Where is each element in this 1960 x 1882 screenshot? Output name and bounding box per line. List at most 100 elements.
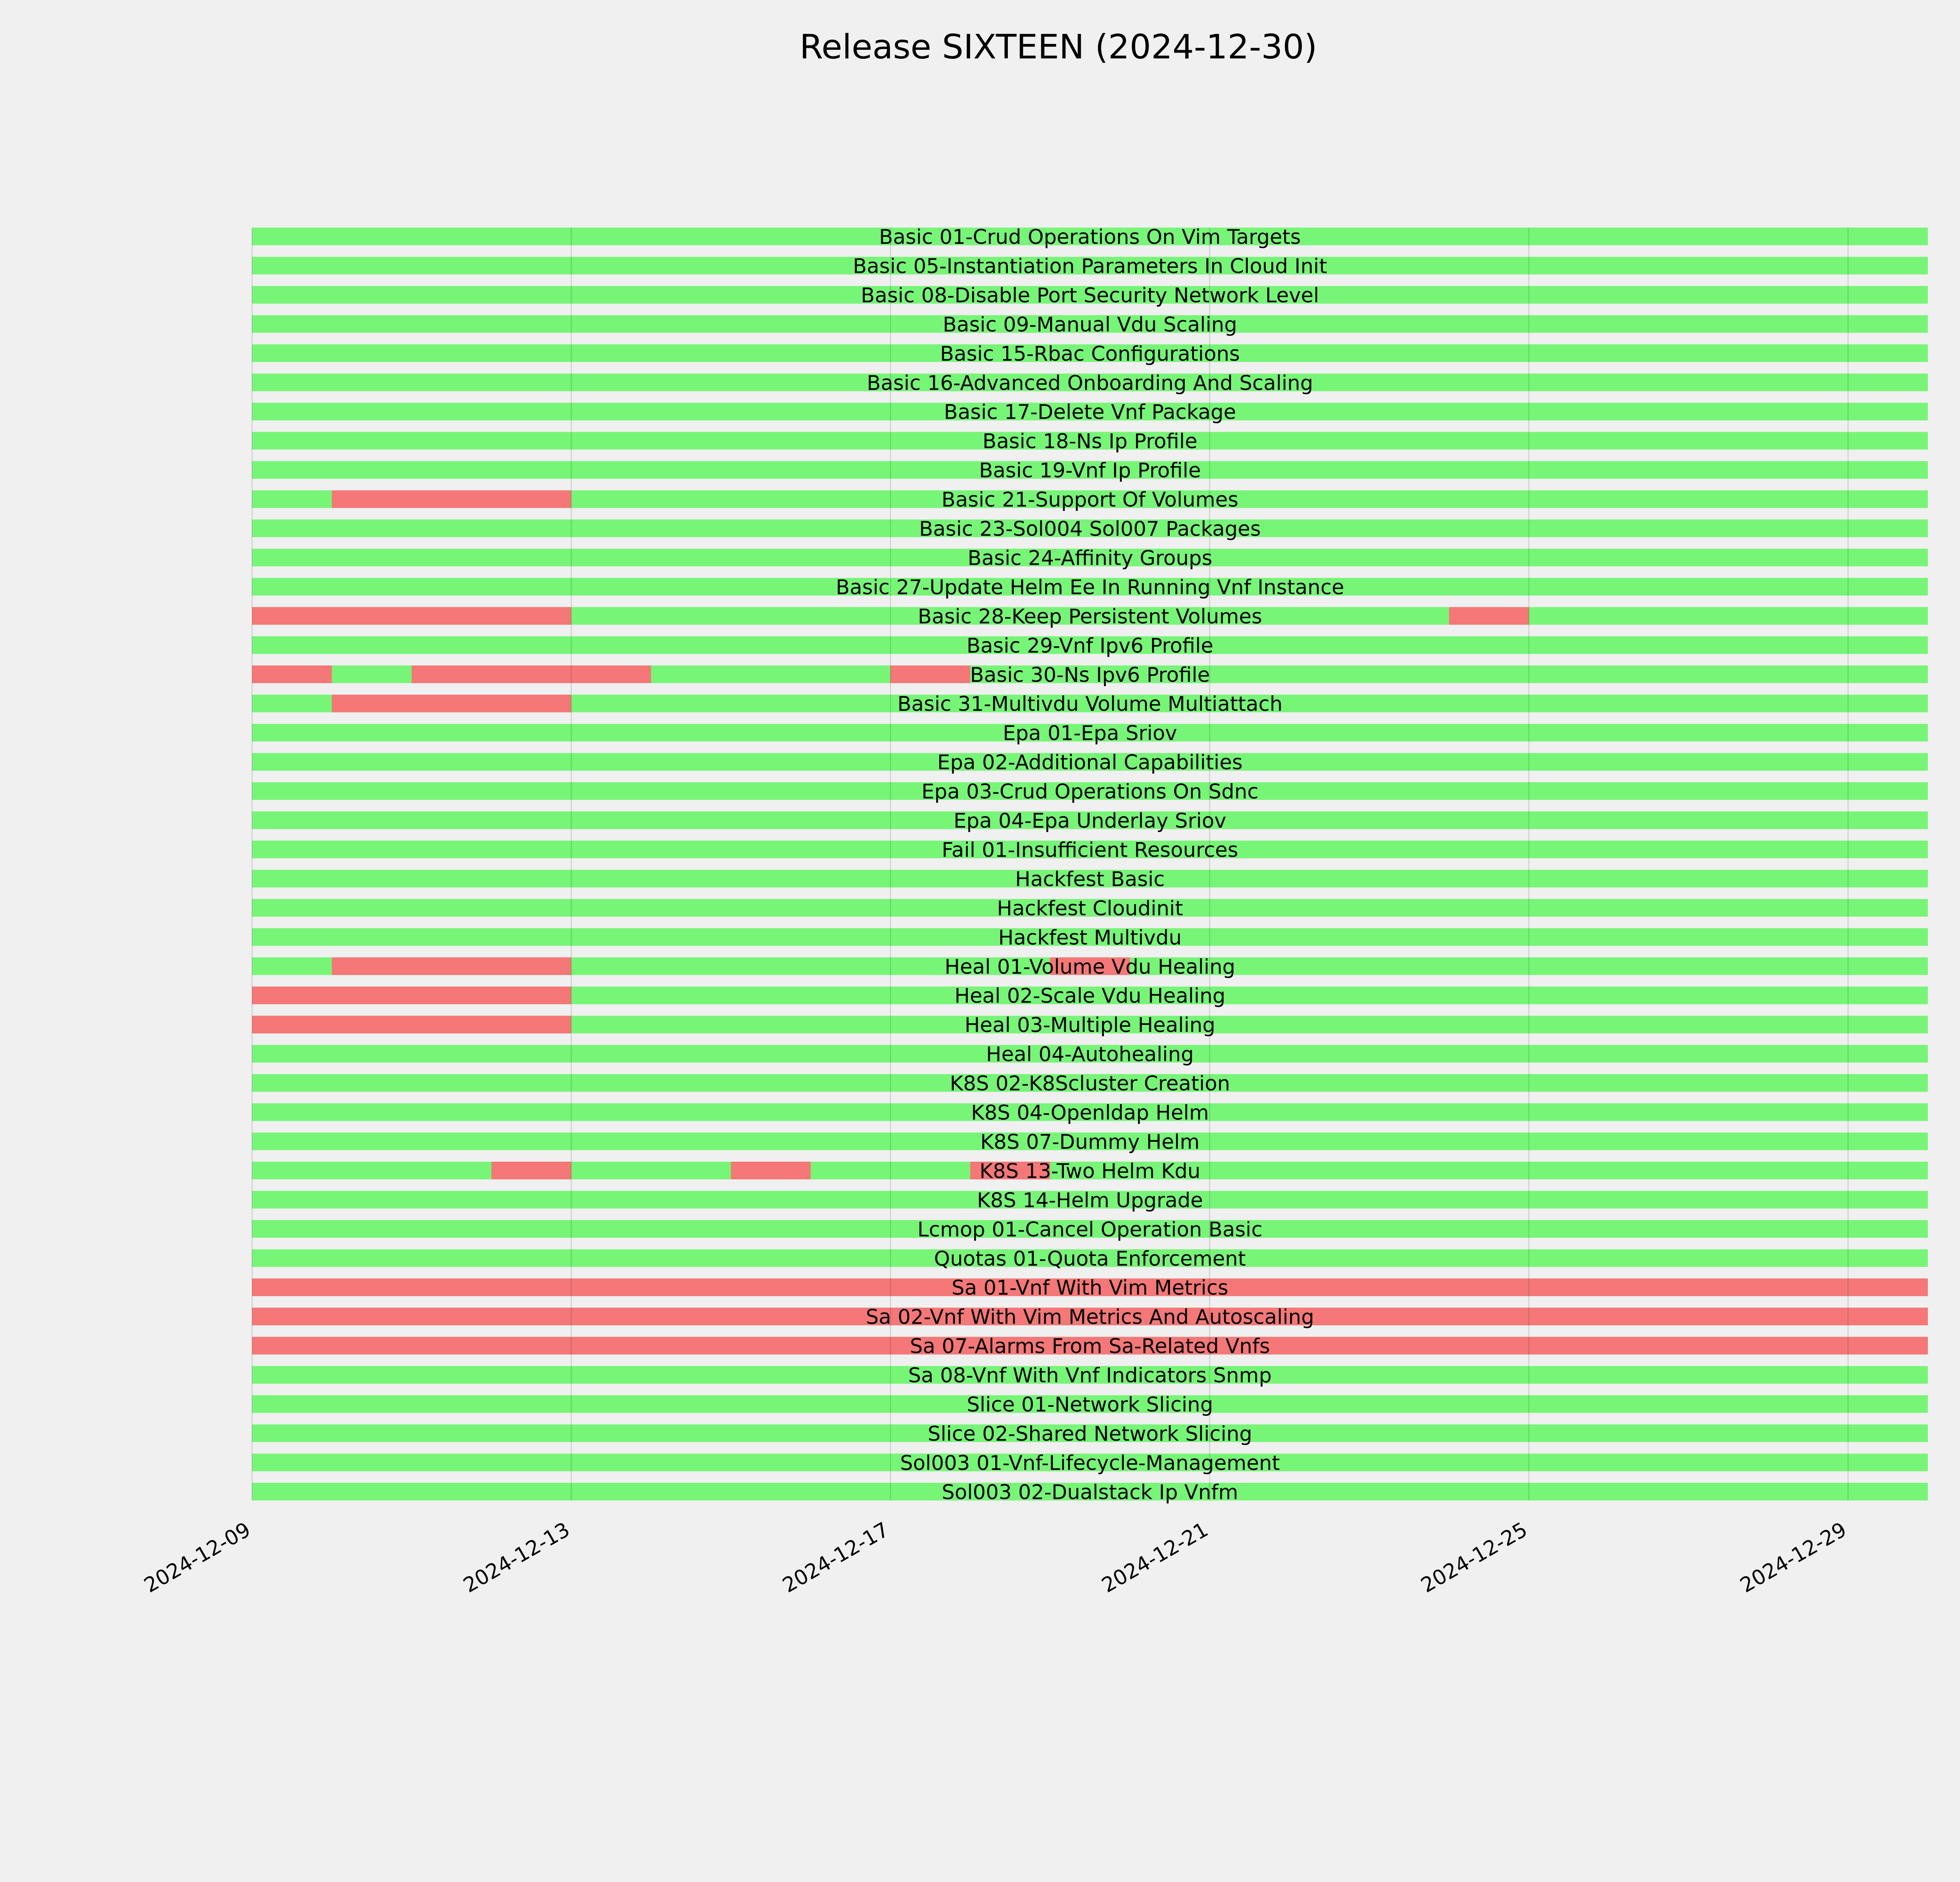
test-label: Basic 08-Disable Port Security Network L… — [861, 284, 1319, 307]
test-label: Basic 16-Advanced Onboarding And Scaling — [867, 371, 1313, 395]
fail-segment — [332, 490, 572, 508]
test-label: Basic 19-Vnf Ip Profile — [979, 459, 1201, 483]
test-label: Sa 02-Vnf With Vim Metrics And Autoscali… — [866, 1306, 1314, 1329]
test-label: Lcmop 01-Cancel Operation Basic — [917, 1218, 1262, 1241]
pass-bar — [252, 753, 1928, 771]
test-label: Basic 21-Support Of Volumes — [942, 488, 1238, 512]
pass-bar — [252, 899, 1928, 917]
fail-segment — [252, 665, 332, 683]
pass-bar — [252, 1132, 1928, 1150]
chart-title: Release SIXTEEN (2024-12-30) — [799, 27, 1318, 67]
pass-bar — [252, 1220, 1928, 1238]
pass-bar — [252, 811, 1928, 829]
pass-bar — [252, 520, 1928, 537]
pass-bar — [252, 1366, 1928, 1384]
test-label: Basic 18-Ns Ip Profile — [982, 430, 1197, 453]
test-label: Basic 24-Affinity Groups — [967, 547, 1212, 570]
test-label: Hackfest Basic — [1015, 868, 1165, 891]
fail-segment — [412, 665, 651, 683]
pass-bar — [252, 344, 1928, 362]
pass-bar — [252, 870, 1928, 888]
fail-segment — [1449, 607, 1529, 625]
test-label: Epa 04-Epa Underlay Sriov — [954, 809, 1227, 833]
test-label: Hackfest Multivdu — [998, 926, 1182, 950]
test-label: K8S 14-Helm Upgrade — [977, 1189, 1203, 1212]
test-label: Heal 01-Volume Vdu Healing — [945, 955, 1236, 979]
test-label: Epa 03-Crud Operations On Sdnc — [922, 780, 1259, 804]
pass-bar — [252, 1074, 1928, 1092]
test-label: Basic 30-Ns Ipv6 Profile — [970, 663, 1210, 687]
test-label: Sol003 01-Vnf-Lifecycle-Management — [900, 1451, 1280, 1475]
test-label: K8S 13-Two Helm Kdu — [980, 1159, 1201, 1183]
test-label: Heal 04-Autohealing — [986, 1043, 1194, 1066]
x-tick-label: 2024-12-21 — [1098, 1518, 1212, 1597]
pass-bar — [252, 1395, 1928, 1413]
test-label: Basic 29-Vnf Ipv6 Profile — [967, 634, 1214, 658]
test-label: Sa 07-Alarms From Sa-Related Vnfs — [910, 1335, 1270, 1358]
test-label: K8S 04-Openldap Helm — [971, 1101, 1209, 1125]
fail-segment — [252, 986, 572, 1005]
pass-bar — [252, 636, 1928, 654]
fail-segment — [970, 1161, 1050, 1179]
test-label: K8S 07-Dummy Helm — [980, 1130, 1200, 1154]
pass-bar — [252, 1045, 1928, 1063]
test-label: Slice 02-Shared Network Slicing — [927, 1422, 1252, 1446]
fail-segment — [252, 1015, 572, 1034]
fail-segment — [252, 1278, 1928, 1296]
pass-bar — [252, 403, 1928, 421]
x-tick-label: 2024-12-25 — [1417, 1518, 1532, 1597]
pass-bar — [252, 1482, 1928, 1501]
pass-bar — [252, 578, 1928, 596]
fail-segment — [252, 607, 572, 625]
test-label: Basic 01-Crud Operations On Vim Targets — [879, 225, 1301, 249]
test-label: Quotas 01-Quota Enforcement — [934, 1247, 1246, 1271]
fail-segment — [252, 1337, 1928, 1355]
test-label: Slice 01-Network Slicing — [967, 1393, 1213, 1417]
x-tick-label: 2024-12-29 — [1736, 1518, 1851, 1597]
test-label: Sa 01-Vnf With Vim Metrics — [951, 1276, 1228, 1300]
pass-bar — [252, 256, 1928, 274]
test-label: Basic 28-Keep Persistent Volumes — [918, 605, 1262, 629]
test-label: Sa 08-Vnf With Vnf Indicators Snmp — [908, 1364, 1272, 1388]
pass-bar — [252, 724, 1928, 742]
test-label: Hackfest Cloudinit — [997, 897, 1183, 920]
pass-bar — [252, 227, 1928, 245]
test-label: Basic 31-Multivdu Volume Multiattach — [897, 692, 1283, 716]
test-label: Basic 09-Manual Vdu Scaling — [943, 313, 1237, 336]
pass-bar — [252, 1103, 1928, 1121]
pass-bar — [252, 1249, 1928, 1267]
pass-bar — [252, 840, 1928, 858]
pass-bar — [252, 549, 1928, 567]
fail-segment — [731, 1161, 811, 1179]
test-label: Basic 17-Delete Vnf Package — [944, 401, 1236, 424]
test-label: Basic 15-Rbac Configurations — [940, 342, 1240, 366]
test-label: Sol003 02-Dualstack Ip Vnfm — [942, 1481, 1238, 1504]
pass-bar — [252, 1453, 1928, 1471]
test-label: Basic 05-Instantiation Parameters In Clo… — [853, 254, 1327, 278]
fail-segment — [332, 694, 572, 712]
pass-bar — [252, 782, 1928, 800]
test-label: Epa 01-Epa Sriov — [1003, 722, 1177, 745]
pass-bar — [252, 1191, 1928, 1209]
pass-bar — [252, 286, 1928, 304]
pass-bar — [252, 928, 1928, 946]
test-label: Heal 02-Scale Vdu Healing — [955, 985, 1225, 1008]
fail-segment — [1050, 957, 1130, 975]
pass-bar — [252, 315, 1928, 333]
x-tick-label: 2024-12-09 — [140, 1518, 255, 1597]
pass-bar — [252, 461, 1928, 479]
test-label: K8S 02-K8Scluster Creation — [950, 1072, 1230, 1095]
pass-bar — [252, 1424, 1928, 1442]
test-label: Epa 02-Additional Capabilities — [937, 751, 1243, 774]
fail-segment — [491, 1161, 572, 1179]
test-label: Fail 01-Insufficient Resources — [942, 838, 1238, 862]
fail-segment — [332, 957, 572, 975]
fail-segment — [890, 665, 971, 683]
test-label: Basic 23-Sol004 Sol007 Packages — [919, 518, 1261, 541]
test-label: Heal 03-Multiple Healing — [965, 1014, 1216, 1037]
test-label: Basic 27-Update Helm Ee In Running Vnf I… — [836, 576, 1344, 599]
pass-bar — [252, 373, 1928, 391]
fail-segment — [252, 1308, 1928, 1326]
pass-bar — [252, 432, 1928, 450]
